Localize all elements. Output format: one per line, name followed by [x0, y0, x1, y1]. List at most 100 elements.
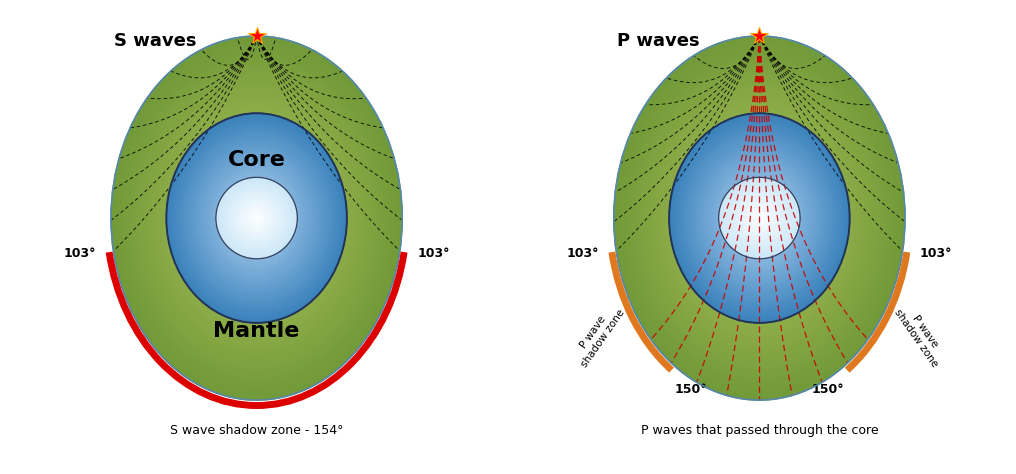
Text: 103°: 103°	[64, 247, 97, 260]
Ellipse shape	[701, 150, 818, 286]
Ellipse shape	[643, 73, 876, 364]
Circle shape	[723, 182, 796, 254]
Ellipse shape	[111, 36, 402, 400]
Ellipse shape	[245, 205, 268, 231]
Circle shape	[737, 195, 782, 241]
Ellipse shape	[756, 213, 763, 223]
Ellipse shape	[198, 145, 315, 291]
Ellipse shape	[173, 121, 340, 315]
Ellipse shape	[191, 136, 322, 300]
Ellipse shape	[241, 200, 272, 237]
Ellipse shape	[723, 173, 796, 264]
Ellipse shape	[676, 121, 843, 315]
Text: P wave
shadow zone: P wave shadow zone	[570, 301, 627, 369]
Ellipse shape	[683, 129, 836, 307]
Ellipse shape	[735, 189, 784, 247]
Ellipse shape	[621, 45, 898, 391]
Text: Mantle: Mantle	[213, 321, 300, 341]
Ellipse shape	[162, 100, 352, 337]
Ellipse shape	[737, 192, 782, 244]
Circle shape	[237, 199, 276, 237]
Ellipse shape	[218, 173, 295, 263]
Text: 150°: 150°	[675, 383, 707, 396]
Ellipse shape	[136, 68, 377, 368]
Ellipse shape	[200, 153, 313, 283]
Circle shape	[753, 211, 766, 225]
Ellipse shape	[220, 176, 293, 260]
Ellipse shape	[734, 186, 785, 250]
Ellipse shape	[678, 124, 840, 312]
Ellipse shape	[171, 118, 342, 318]
Ellipse shape	[661, 95, 858, 341]
Ellipse shape	[178, 127, 335, 310]
Ellipse shape	[701, 145, 818, 291]
Circle shape	[252, 213, 261, 223]
Ellipse shape	[253, 213, 260, 223]
Circle shape	[228, 189, 285, 247]
Ellipse shape	[239, 195, 274, 241]
Ellipse shape	[757, 216, 762, 221]
Circle shape	[255, 217, 258, 219]
Ellipse shape	[646, 77, 872, 359]
Circle shape	[739, 197, 780, 239]
Circle shape	[718, 177, 801, 259]
Ellipse shape	[628, 54, 890, 382]
Circle shape	[725, 184, 793, 252]
Circle shape	[745, 203, 774, 233]
Ellipse shape	[749, 204, 770, 232]
Circle shape	[223, 184, 291, 252]
Ellipse shape	[154, 91, 359, 346]
Circle shape	[253, 215, 260, 221]
Ellipse shape	[670, 113, 849, 323]
Circle shape	[226, 187, 288, 249]
Ellipse shape	[657, 91, 862, 346]
Ellipse shape	[715, 164, 803, 273]
Ellipse shape	[669, 104, 850, 332]
Circle shape	[720, 179, 799, 257]
Ellipse shape	[751, 208, 768, 228]
Ellipse shape	[708, 155, 811, 282]
Text: P wave
shadow zone: P wave shadow zone	[892, 301, 949, 369]
Ellipse shape	[712, 159, 807, 277]
Circle shape	[245, 207, 268, 229]
Ellipse shape	[252, 213, 261, 223]
Ellipse shape	[133, 64, 380, 373]
Ellipse shape	[727, 182, 791, 255]
Circle shape	[249, 210, 265, 226]
Ellipse shape	[680, 118, 839, 318]
Ellipse shape	[672, 109, 846, 327]
Circle shape	[751, 210, 767, 226]
Text: S wave shadow zone - 154°: S wave shadow zone - 154°	[170, 424, 343, 437]
Ellipse shape	[694, 142, 825, 294]
Circle shape	[742, 200, 777, 236]
Ellipse shape	[151, 86, 362, 350]
Ellipse shape	[115, 41, 398, 395]
Ellipse shape	[654, 86, 865, 350]
Ellipse shape	[725, 179, 793, 257]
Ellipse shape	[232, 189, 281, 247]
Ellipse shape	[176, 124, 338, 312]
Ellipse shape	[250, 210, 263, 226]
Ellipse shape	[191, 142, 322, 294]
Ellipse shape	[721, 173, 798, 263]
Ellipse shape	[254, 216, 259, 221]
Ellipse shape	[692, 139, 827, 297]
Circle shape	[241, 202, 273, 234]
Circle shape	[247, 208, 266, 228]
Ellipse shape	[636, 64, 883, 373]
Ellipse shape	[685, 132, 834, 305]
Circle shape	[728, 187, 790, 249]
Ellipse shape	[690, 137, 829, 299]
Ellipse shape	[228, 184, 285, 252]
Ellipse shape	[746, 202, 773, 234]
Ellipse shape	[187, 137, 326, 299]
Ellipse shape	[140, 73, 373, 364]
Ellipse shape	[696, 145, 823, 292]
Ellipse shape	[248, 208, 265, 228]
Ellipse shape	[211, 165, 302, 271]
Ellipse shape	[129, 59, 384, 377]
Ellipse shape	[755, 213, 764, 223]
Ellipse shape	[223, 179, 291, 257]
Ellipse shape	[742, 197, 777, 239]
Ellipse shape	[674, 118, 845, 318]
